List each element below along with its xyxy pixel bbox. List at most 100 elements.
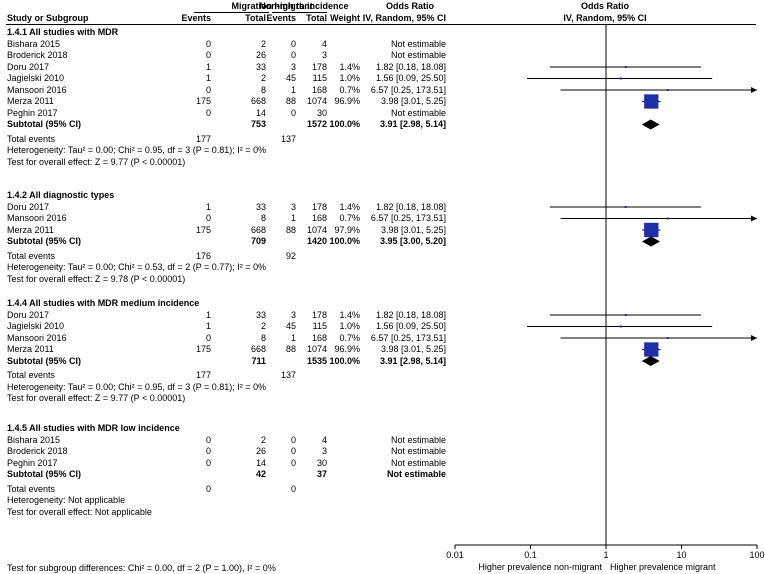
study-name: Bishara 2015 — [7, 38, 61, 49]
study-total-nonmigrant: 115 — [312, 321, 327, 331]
subgroup-title: 1.4.2 All diagnostic types — [7, 190, 115, 200]
study-total-nonmigrant: 168 — [311, 332, 327, 343]
study-total-migrant: 2 — [260, 73, 266, 83]
header-method-plot: IV, Random, 95% CI — [563, 13, 647, 23]
study-total-nonmigrant: 178 — [311, 309, 327, 320]
study-total-nonmigrant: 1074 — [306, 96, 327, 106]
study-total-migrant: 668 — [250, 224, 266, 235]
study-events-nonmigrant: 1 — [290, 84, 296, 95]
subtotal-total-nonmigrant: 1572 — [306, 119, 327, 129]
study-total-migrant: 26 — [255, 50, 266, 60]
study-events-migrant: 0 — [205, 332, 211, 343]
overall-effect: Test for overall effect: Z = 9.77 (P < 0… — [7, 393, 186, 403]
subtotal-odds-ratio: Not estimable — [386, 469, 446, 479]
study-total-nonmigrant: 1074 — [306, 224, 327, 235]
subtotal-label: Subtotal (95% CI) — [7, 119, 82, 129]
summary-diamond — [641, 119, 660, 130]
subgroup-differences: Test for subgroup differences: Chi² = 0.… — [7, 563, 276, 573]
subtotal-label: Subtotal (95% CI) — [7, 469, 82, 479]
study-name: Doru 2017 — [7, 309, 50, 320]
study-events-migrant: 1 — [205, 321, 211, 331]
study-events-nonmigrant: 0 — [290, 446, 296, 456]
study-weight: 96.9% — [334, 344, 360, 354]
subtotal-total-migrant: 709 — [250, 236, 266, 246]
study-marker — [666, 89, 669, 91]
study-weight: 0.7% — [339, 332, 360, 343]
overall-effect: Test for overall effect: Z = 9.77 (P < 0… — [7, 156, 186, 167]
study-marker — [619, 325, 622, 328]
study-events-nonmigrant: 0 — [290, 107, 296, 118]
study-weight: 1.4% — [339, 61, 360, 72]
study-total-migrant: 8 — [260, 84, 266, 95]
x-tick-label: 0.1 — [524, 550, 537, 560]
study-name: Peghin 2017 — [7, 457, 58, 468]
study-odds-ratio: 1.82 [0.18, 18.08] — [375, 309, 446, 320]
study-name: Broderick 2018 — [7, 446, 68, 456]
study-total-migrant: 33 — [255, 309, 266, 320]
subtotal-label: Subtotal (95% CI) — [7, 236, 82, 246]
header-total1: Total — [245, 13, 266, 23]
study-total-migrant: 668 — [250, 344, 266, 354]
study-weight: 0.7% — [339, 84, 360, 95]
study-marker — [666, 217, 669, 220]
study-total-nonmigrant: 30 — [316, 107, 327, 118]
study-name: Merza 2011 — [7, 96, 54, 106]
study-total-migrant: 14 — [255, 457, 266, 468]
study-weight: 97.9% — [334, 224, 360, 235]
study-marker — [619, 77, 622, 80]
heterogeneity: Heterogeneity: Tau² = 0.00; Chi² = 0.53,… — [7, 262, 267, 272]
header-total2: Total — [306, 13, 327, 23]
study-odds-ratio: 6.57 [0.25, 173.51] — [370, 332, 446, 343]
study-events-nonmigrant: 45 — [285, 321, 296, 331]
subtotal-weight: 100.0% — [329, 355, 360, 366]
study-events-nonmigrant: 0 — [290, 38, 296, 49]
study-marker — [624, 314, 627, 316]
study-events-migrant: 1 — [205, 61, 211, 72]
subtotal-total-nonmigrant: 1535 — [306, 355, 327, 366]
subtotal-weight: 100.0% — [329, 119, 360, 129]
study-name: Mansoori 2016 — [7, 332, 67, 343]
study-name: Mansoori 2016 — [7, 213, 67, 223]
study-events-nonmigrant: 0 — [290, 457, 296, 468]
study-odds-ratio: 3.98 [3.01, 5.25] — [380, 344, 446, 354]
study-total-nonmigrant: 115 — [312, 73, 327, 83]
study-total-nonmigrant: 168 — [311, 84, 327, 95]
subgroup-title: 1.4.1 All studies with MDR — [7, 27, 119, 37]
study-total-migrant: 668 — [250, 96, 266, 106]
study-name: Jagielski 2010 — [7, 321, 65, 331]
study-total-migrant: 26 — [255, 446, 266, 456]
study-events-migrant: 1 — [205, 201, 211, 212]
total-events-migrant: 177 — [195, 133, 211, 144]
study-events-migrant: 0 — [205, 107, 211, 118]
header-study-col: Study or Subgroup — [7, 13, 89, 23]
subtotal-odds-ratio: 3.91 [2.98, 5.14] — [379, 355, 446, 366]
study-events-nonmigrant: 0 — [290, 50, 296, 60]
header-method-table: IV, Random, 95% CI — [362, 13, 446, 23]
study-odds-ratio: 6.57 [0.25, 173.51] — [370, 213, 446, 223]
study-name: Jagielski 2010 — [7, 73, 65, 83]
study-events-migrant: 0 — [205, 38, 211, 49]
study-events-nonmigrant: 3 — [290, 309, 296, 320]
study-marker — [666, 337, 669, 339]
study-total-nonmigrant: 178 — [311, 201, 327, 212]
header-events1: Events — [181, 13, 211, 23]
total-events-nonmigrant: 137 — [280, 133, 296, 144]
total-events-nonmigrant: 0 — [290, 483, 296, 494]
subtotal-total-migrant: 42 — [255, 469, 266, 479]
header-bottom-rule — [6, 24, 756, 25]
study-odds-ratio: Not estimable — [390, 434, 446, 445]
study-total-nonmigrant: 3 — [321, 50, 327, 60]
header-or-table: Odds Ratio — [385, 1, 434, 11]
total-events-label: Total events — [7, 133, 56, 144]
study-odds-ratio: 6.57 [0.25, 173.51] — [370, 84, 446, 95]
study-events-nonmigrant: 88 — [285, 96, 296, 106]
subtotal-weight: 100.0% — [329, 236, 360, 246]
x-tick-label: 10 — [676, 550, 686, 560]
study-marker — [644, 342, 659, 357]
study-events-nonmigrant: 1 — [290, 332, 296, 343]
heterogeneity: Heterogeneity: Tau² = 0.00; Chi² = 0.95,… — [7, 381, 267, 392]
study-odds-ratio: 1.56 [0.09, 25.50] — [375, 73, 446, 83]
study-total-migrant: 8 — [260, 213, 266, 223]
study-total-migrant: 2 — [260, 38, 266, 49]
